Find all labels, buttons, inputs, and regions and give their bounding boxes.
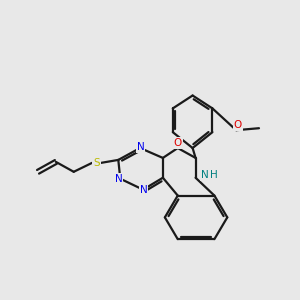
Text: H: H: [210, 170, 218, 180]
Text: N: N: [115, 174, 123, 184]
Text: S: S: [93, 158, 100, 168]
Text: O: O: [234, 120, 242, 130]
Text: N: N: [201, 170, 208, 180]
Text: N: N: [140, 185, 148, 195]
Text: N: N: [137, 142, 145, 152]
Text: O: O: [174, 138, 182, 148]
